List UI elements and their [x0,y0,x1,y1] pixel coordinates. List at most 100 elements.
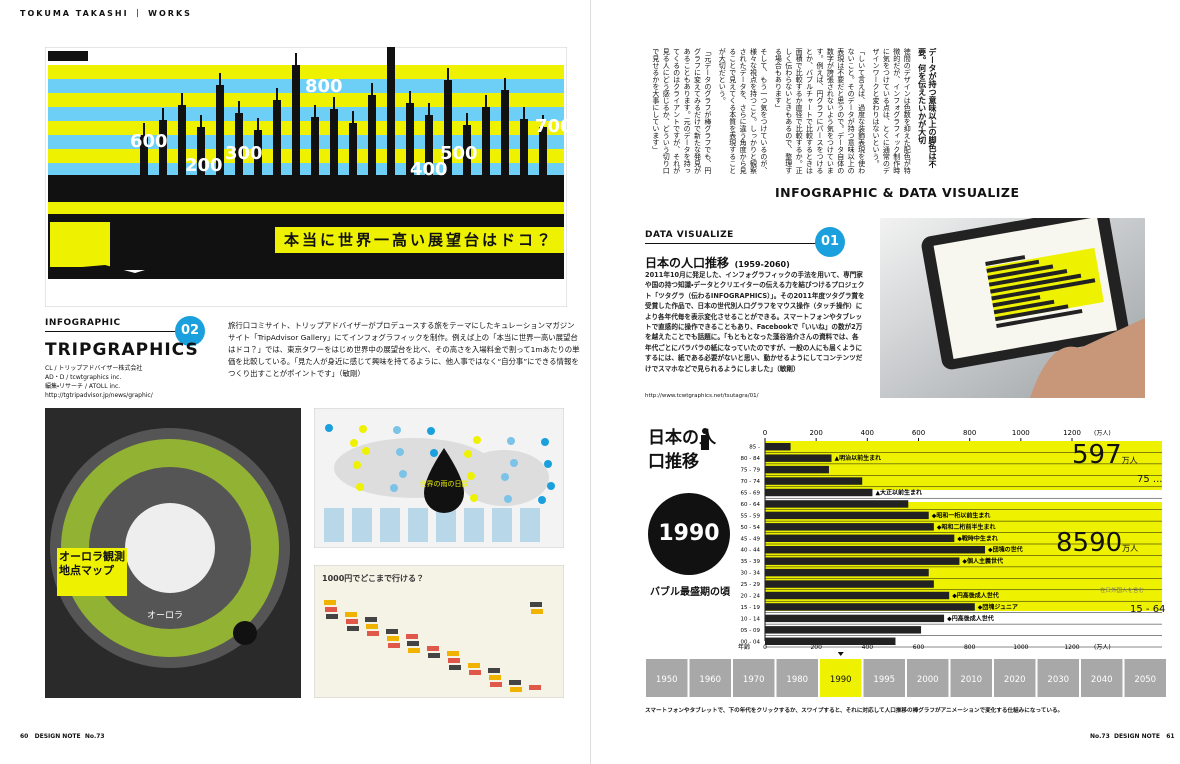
timeline-year[interactable]: 1970 [743,675,765,685]
tower [254,130,262,175]
drop [427,427,435,435]
timeline-year[interactable]: 2020 [1004,675,1026,685]
timeline-cell[interactable] [1124,659,1167,697]
tower [235,113,243,175]
timeline-year[interactable]: 2050 [1134,675,1156,685]
annotation: ◆戦時中生まれ [957,534,998,542]
spire [542,115,544,127]
timeline-year[interactable]: 1980 [786,675,808,685]
y-tick-label: 20 - 24 [741,594,761,600]
car [509,680,521,685]
spire [504,78,506,90]
tablet-bar [996,308,1083,329]
bar [765,511,929,520]
interview: データが持つ意味以上の脚色は不要。何を伝えたいかが大切 徳間のデザインは色数を抑… [645,48,937,176]
y-tick-label: 15 - 19 [741,605,761,611]
tablet-bar [991,278,1096,301]
timeline-year[interactable]: 1990 [830,675,852,685]
tower [330,109,338,175]
car [325,607,337,612]
car [387,636,399,641]
car [347,626,359,631]
work-range: 15 - 64 [1130,604,1166,615]
x-tick-label: 1200 [1063,429,1081,437]
timeline-year[interactable]: 2040 [1091,675,1113,685]
y-tick-label: 75 - 79 [741,468,761,474]
drop [362,447,370,455]
tower [520,119,528,175]
timeline-year[interactable]: 1995 [873,675,895,685]
bar [765,454,832,462]
timeline-year[interactable]: 2010 [960,675,982,685]
timeline-year[interactable]: 2030 [1047,675,1069,685]
spire [219,73,221,85]
drop [541,438,549,446]
timeline-cell[interactable] [776,659,819,697]
y-tick-label: 35 - 39 [741,559,761,565]
tablet-bar [990,273,1082,294]
title-text: 日本の人口推移 [645,256,730,270]
drop [399,470,407,478]
timeline-cell[interactable] [994,659,1036,697]
spire [428,103,430,115]
tower [349,123,357,175]
spire [181,93,183,105]
bar-strip [380,508,400,542]
aurora-label: オーロラ [147,610,183,621]
car [406,634,418,639]
x-tick-label: 0 [763,644,767,651]
population-chart: 0 0 200 200 400 400 600 600 800 800 1000 1000 1200 12… [738,429,1162,651]
bar [765,626,922,634]
footnote: 在日外国人を含む [1100,588,1145,594]
total-old: 597万人 [1072,440,1138,470]
timeline-cell[interactable] [907,659,949,697]
timeline-cell[interactable] [646,659,688,697]
car [488,668,500,673]
spire [314,105,316,117]
drop [538,496,546,504]
tablet-bar [985,255,1026,266]
x-tick-label: 800 [963,429,976,437]
travel-image: 1000円でどこまで行ける？ [314,565,564,698]
tablet-photo [880,218,1145,398]
chart-heading: 日本の人口推移 [648,426,728,474]
timeline-year[interactable]: 1950 [656,675,678,685]
total-work-value: 8590 [1056,528,1123,558]
person-icon [701,428,709,450]
tower [368,95,376,175]
drop [501,473,509,481]
spire [238,101,240,113]
car [407,641,419,646]
timeline-cell[interactable] [863,659,906,697]
section-rule [45,331,180,332]
annotation: ◆個人主義世代 [962,557,1003,565]
tablet-bar [986,259,1040,273]
timeline-cell[interactable] [733,659,775,697]
spire [295,53,297,65]
tower [463,125,471,175]
page-number: 61 [1166,733,1175,740]
car [346,619,358,624]
bar-strip [520,508,540,542]
timeline-year[interactable]: 1960 [699,675,721,685]
timeline-cell[interactable] [820,659,862,697]
car [530,602,542,607]
timeline-cell[interactable] [1081,659,1123,697]
section-label: INFOGRAPHIC [45,318,121,328]
page-number: 60 [20,733,29,740]
drop [473,436,481,444]
height-label: 400 [410,159,448,180]
spire [371,83,373,95]
timeline-cell[interactable] [689,659,732,697]
y-tick-label: 55 - 59 [741,513,761,519]
magazine: DESIGN NOTE [1113,733,1160,740]
timeline-year[interactable]: 2000 [917,675,939,685]
spire [485,95,487,107]
timeline-cell[interactable] [1037,659,1080,697]
timeline-cell[interactable] [950,659,993,697]
car [428,653,440,658]
bar [765,477,863,485]
car [490,682,502,687]
credit-line: AD・D / tcwtgraphics inc. [45,374,122,381]
